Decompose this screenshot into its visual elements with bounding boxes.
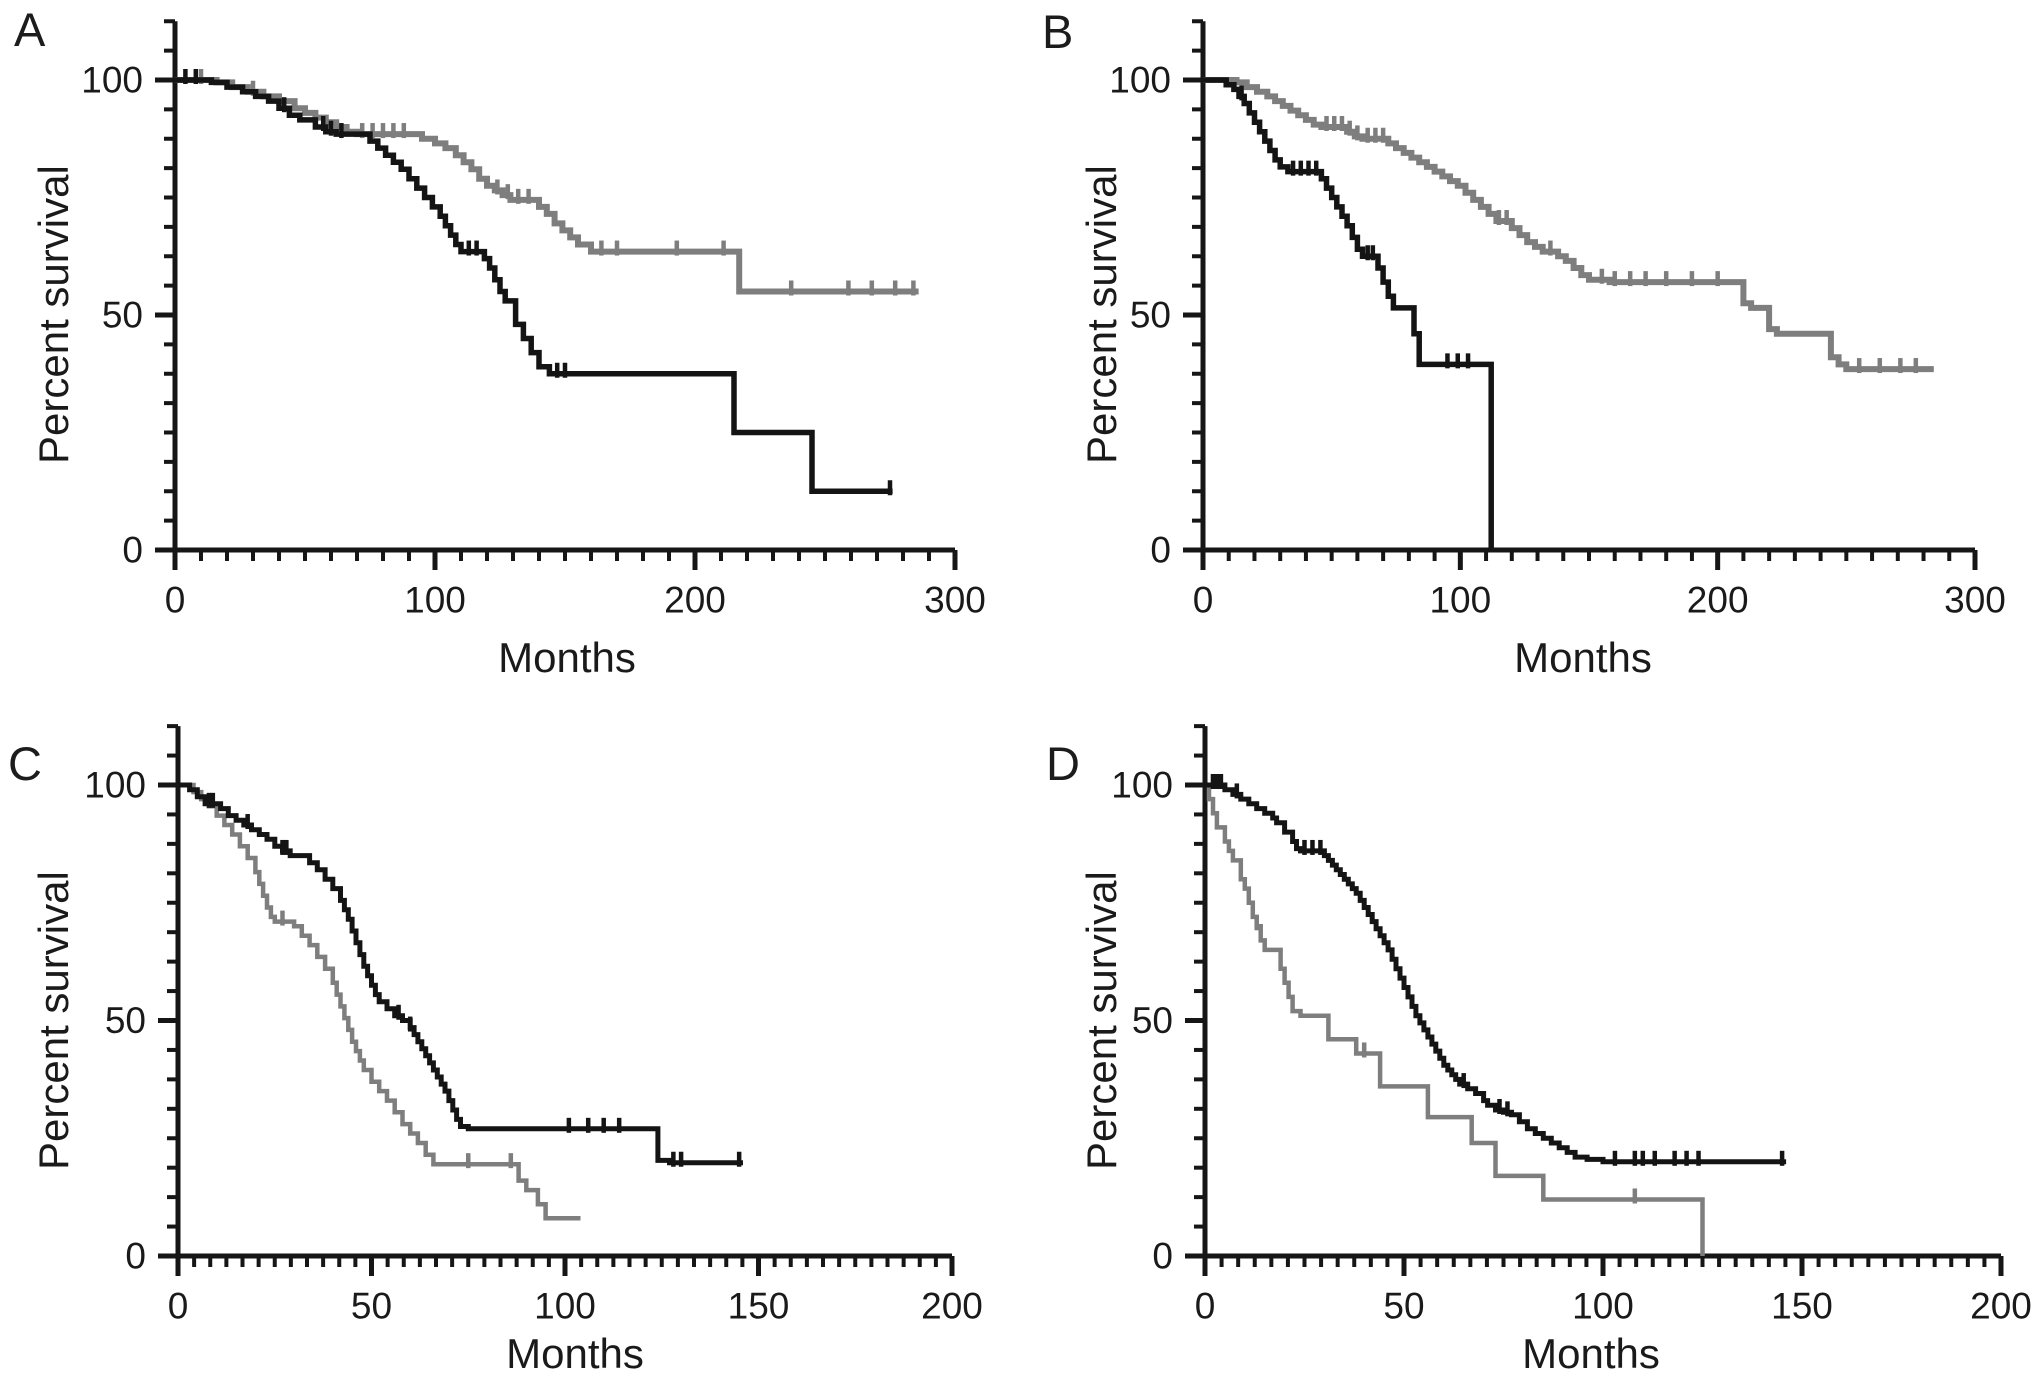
censor-ticks-gray	[198, 69, 916, 296]
censor-ticks-black	[206, 792, 742, 1167]
y-tick-label: 0	[125, 1236, 146, 1277]
x-tick-label: 150	[1771, 1285, 1833, 1326]
x-tick-label: 50	[351, 1285, 392, 1326]
survival-plot-a: 0 100 200 300 0 50 100	[81, 19, 986, 621]
censor-ticks-gray	[280, 910, 514, 1169]
censor-ticks-black	[183, 69, 893, 496]
y-tick-label: 100	[81, 60, 143, 101]
survival-curve-gray	[1203, 77, 1934, 373]
panel-b: B Percent survival 0 100 200 300 0 50 100 Mont…	[1016, 0, 2031, 681]
x-tick-label: 100	[1572, 1285, 1634, 1326]
survival-plot-c: 0 50 100 150 200 0 50 100	[84, 724, 983, 1327]
x-tick-label: 300	[1944, 579, 2006, 620]
y-tick-label: 100	[1109, 60, 1171, 101]
axes	[1183, 19, 1978, 570]
x-tick-label: 100	[404, 579, 466, 620]
tick-labels: 0 100 200 300 0 50 100	[1109, 60, 2006, 621]
y-tick-label: 50	[1132, 1000, 1173, 1041]
series-black	[175, 69, 893, 496]
series-black	[1203, 77, 1494, 550]
x-tick-label: 200	[921, 1285, 983, 1326]
panel-c: C Percent survival 0 50 100 150 200 0 50 100 Mo…	[0, 682, 1015, 1377]
series-black	[1205, 774, 1787, 1166]
survival-plot-b: 0 100 200 300 0 50 100	[1109, 19, 2006, 621]
panel-letter-a: A	[14, 3, 46, 56]
panel-letter-b: B	[1042, 5, 1074, 58]
censor-ticks-gray	[1324, 116, 1919, 374]
x-tick-label: 0	[165, 579, 186, 620]
censor-ticks-gray	[1254, 915, 1638, 1204]
x-tick-label: 150	[728, 1285, 790, 1326]
x-axis-title: Months	[1514, 634, 1652, 681]
series-gray	[178, 782, 581, 1221]
x-tick-label: 100	[534, 1285, 596, 1326]
censor-ticks-black	[1210, 774, 1785, 1166]
y-tick-label: 0	[122, 530, 143, 571]
series-gray	[1203, 77, 1934, 374]
panel-a: A Percent survival 0 100 200 300 0 50 100 Mont…	[0, 0, 1015, 681]
y-tick-label: 0	[1150, 530, 1171, 571]
x-tick-label: 200	[1970, 1285, 2031, 1326]
y-tick-label: 50	[105, 1000, 146, 1041]
survival-plot-d: 0 50 100 150 200 0 50 100	[1111, 724, 2031, 1327]
panel-letter-c: C	[8, 737, 42, 790]
y-tick-label: 0	[1152, 1236, 1173, 1277]
panel-d: D Percent survival 0 50 100 150 200 0 50 100 Mo…	[1016, 682, 2031, 1377]
survival-curve-gray	[1205, 782, 1705, 1256]
x-tick-label: 50	[1383, 1285, 1424, 1326]
tick-labels: 0 50 100 150 200 0 50 100	[84, 765, 983, 1327]
series-black	[178, 782, 743, 1167]
survival-curve-black	[1205, 782, 1787, 1165]
x-axis-title: Months	[1522, 1330, 1660, 1377]
x-tick-label: 200	[1687, 579, 1749, 620]
axes	[155, 19, 958, 570]
series-gray	[1205, 782, 1705, 1256]
x-tick-label: 0	[1193, 579, 1214, 620]
x-tick-label: 100	[1429, 579, 1491, 620]
censor-ticks-black	[1239, 85, 1471, 369]
x-tick-label: 300	[924, 579, 986, 620]
y-tick-label: 50	[102, 295, 143, 336]
y-tick-label: 100	[1111, 765, 1173, 806]
axes	[1185, 724, 2004, 1276]
survival-curve-gray	[178, 782, 581, 1221]
survival-curve-gray	[175, 77, 919, 295]
x-tick-label: 200	[664, 579, 726, 620]
x-axis-title: Months	[506, 1330, 644, 1377]
survival-curve-black	[178, 782, 743, 1166]
survival-curve-black	[1203, 77, 1494, 550]
x-tick-label: 0	[168, 1285, 189, 1326]
y-tick-label: 100	[84, 765, 146, 806]
y-tick-label: 50	[1130, 295, 1171, 336]
survival-curve-black	[175, 77, 893, 495]
series-gray	[175, 69, 919, 296]
axes	[158, 724, 955, 1276]
tick-labels: 0 100 200 300 0 50 100	[81, 60, 986, 621]
panel-letter-d: D	[1046, 737, 1080, 790]
x-tick-label: 0	[1195, 1285, 1216, 1326]
tick-labels: 0 50 100 150 200 0 50 100	[1111, 765, 2031, 1327]
x-axis-title: Months	[498, 634, 636, 681]
